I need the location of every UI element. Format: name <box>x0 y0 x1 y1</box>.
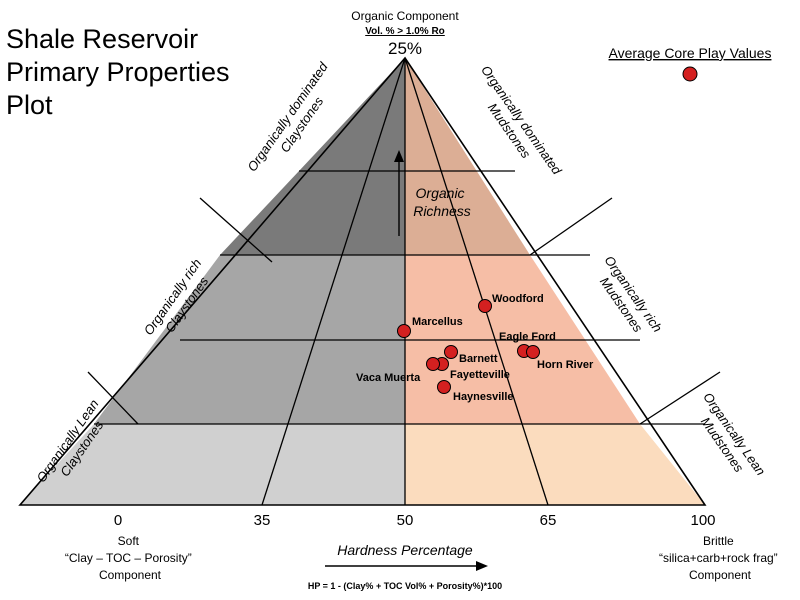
tick-label-100: 100 <box>690 512 715 529</box>
grid-lines <box>87 57 721 506</box>
zone-left-lean <box>20 424 405 505</box>
zone-right-dominated <box>405 58 530 255</box>
richness-arrow-head <box>394 150 404 162</box>
title-line-3: Plot <box>6 90 53 120</box>
brittle-line-3: Component <box>689 568 752 582</box>
plays-layer: Woodford Marcellus Eagle Ford Horn River Bar… <box>356 293 594 403</box>
zone-label-right-rich: Organically rich Mudstones <box>588 253 667 347</box>
title-line-1: Shale Reservoir <box>6 24 198 54</box>
apex-value-label: 25% <box>388 39 422 58</box>
title-line-2: Primary Properties <box>6 57 230 87</box>
legend-label: Average Core Play Values <box>609 45 772 61</box>
legend-marker <box>682 66 698 82</box>
hardness-label: Hardness Percentage <box>337 542 473 558</box>
zone-label-right-lean: Organically Lean Mudstones <box>687 390 770 491</box>
play-label-vaca-muerta: Vaca Muerta <box>356 372 421 384</box>
hp-formula: HP = 1 - (Clay% + TOC Vol% + Porosity%)*… <box>308 581 502 591</box>
hardness-arrow-head <box>476 561 488 571</box>
soft-line-2: “Clay – TOC – Porosity” <box>65 551 192 565</box>
brittle-line-2: “silica+carb+rock frag” <box>659 551 778 565</box>
tick-label-0: 0 <box>114 512 122 529</box>
tick-label-35: 35 <box>254 512 271 529</box>
brittle-component-label: Brittle “silica+carb+rock frag” Componen… <box>659 534 781 582</box>
ray-left-35 <box>261 57 406 506</box>
play-label-horn-river: Horn River <box>537 359 594 371</box>
zone-boundary-right-upper <box>529 197 613 256</box>
play-label-woodford: Woodford <box>492 293 544 305</box>
soft-line-3: Component <box>99 568 162 582</box>
play-label-barnett: Barnett <box>459 353 498 365</box>
brittle-line-1: Brittle <box>703 534 734 548</box>
soft-line-1: Soft <box>118 534 140 548</box>
play-label-eagle-ford: Eagle Ford <box>499 331 556 343</box>
richness-label: Organic Richness <box>413 185 471 219</box>
tick-label-65: 65 <box>540 512 557 529</box>
play-point-barnett <box>444 345 458 359</box>
play-label-haynesville: Haynesville <box>453 391 514 403</box>
play-point-horn-river <box>526 345 540 359</box>
apex-definition-label: Vol. % > 1.0% Ro <box>365 26 445 37</box>
ray-right-65 <box>404 57 549 506</box>
plot-title: Shale Reservoir Primary Properties Plot <box>6 24 237 120</box>
zone-boundary-right-lower <box>639 371 721 425</box>
triangle-outline <box>18 56 707 506</box>
play-point-haynesville <box>437 380 451 394</box>
play-point-vaca-muerta <box>426 357 440 371</box>
soft-component-label: Soft “Clay – TOC – Porosity” Component <box>65 534 195 582</box>
play-point-marcellus <box>397 324 411 338</box>
apex-component-label: Organic Component <box>351 9 459 23</box>
tick-label-50: 50 <box>397 512 414 529</box>
zone-boundary-left-upper <box>199 197 273 263</box>
play-label-fayetteville: Fayetteville <box>450 369 510 381</box>
play-point-woodford <box>478 299 492 313</box>
play-label-marcellus: Marcellus <box>412 316 463 328</box>
zone-left-dominated-lower <box>220 171 405 255</box>
zone-right-lean <box>405 424 705 505</box>
